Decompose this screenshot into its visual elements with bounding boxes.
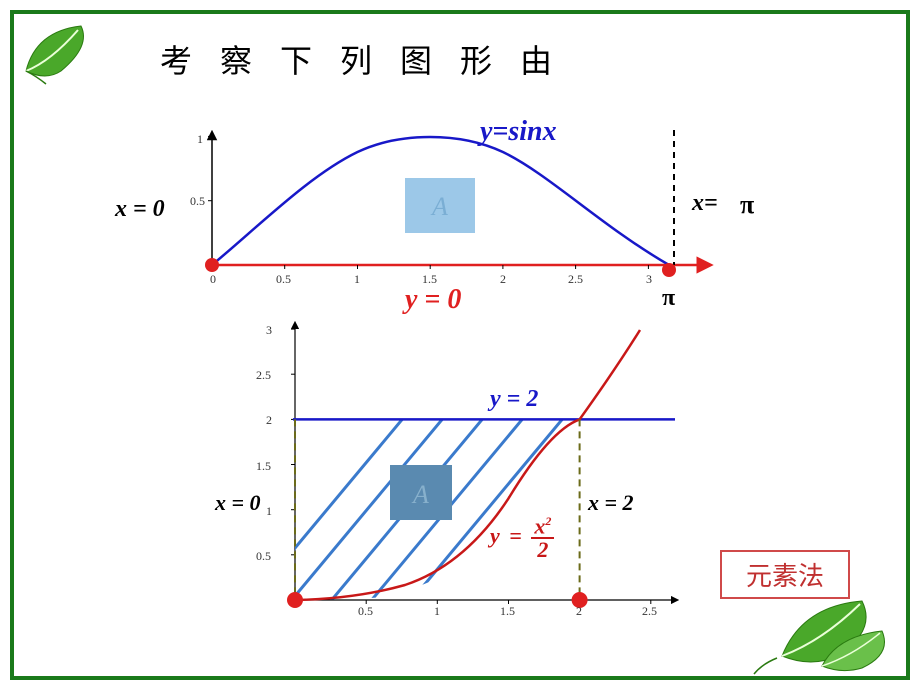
- svg-text:A: A: [430, 192, 448, 221]
- label2-curve: y = x2 2: [490, 515, 554, 561]
- label-xpi-symbol: π: [740, 190, 754, 220]
- tick-label: 0.5: [256, 549, 271, 564]
- tick-label: 0: [210, 272, 216, 287]
- tick-label: 1.5: [256, 459, 271, 474]
- curve-eq: =: [509, 523, 522, 548]
- tick-label: 2.5: [256, 368, 271, 383]
- tick-label: 2: [500, 272, 506, 287]
- label-yeqsinx: y=sinx: [480, 116, 557, 148]
- label2-x2: x = 2: [588, 490, 634, 516]
- tick-label: 0.5: [358, 604, 373, 619]
- label2-x0: x = 0: [215, 490, 261, 516]
- svg-text:A: A: [411, 480, 429, 509]
- tick-label: 3: [646, 272, 652, 287]
- tick-label: 2.5: [642, 604, 657, 619]
- tick-label: 0.5: [190, 194, 205, 209]
- tick-label: 1: [434, 604, 440, 619]
- tick-label: 1.5: [500, 604, 515, 619]
- tick-label: 0.5: [276, 272, 291, 287]
- curve-y: y: [490, 523, 500, 548]
- tick-label: 2.5: [568, 272, 583, 287]
- tick-label: 2: [576, 604, 582, 619]
- chart-sinx: A: [200, 130, 740, 290]
- label-x0: x = 0: [115, 196, 165, 223]
- leaf-icon: [752, 576, 902, 676]
- chart-parabola: A: [275, 320, 685, 620]
- tick-label: 1: [354, 272, 360, 287]
- tick-label: 2: [266, 413, 272, 428]
- label-xpi-prefix: x=: [692, 190, 718, 217]
- label-y0: y = 0: [405, 284, 461, 316]
- tick-label: 1: [197, 132, 203, 147]
- label2-y2: y = 2: [490, 386, 538, 413]
- curve-fraction: x2 2: [531, 515, 554, 561]
- tick-label: 3: [266, 323, 272, 338]
- tick-label: 1: [266, 504, 272, 519]
- page-title: 考察下列图形由: [160, 36, 580, 82]
- label-pi-tick: π: [662, 285, 675, 312]
- leaf-icon: [16, 16, 106, 86]
